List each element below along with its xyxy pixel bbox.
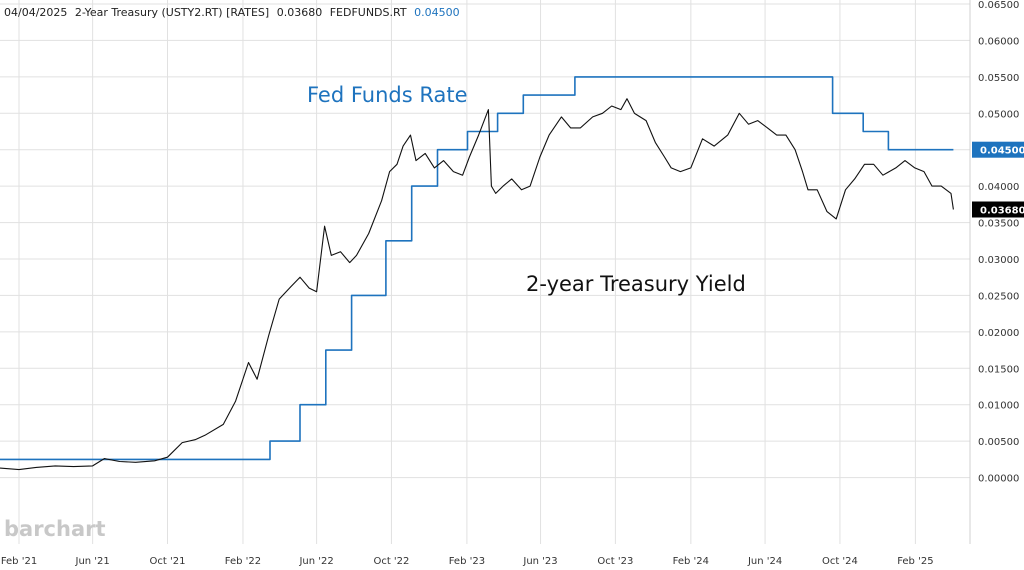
x-tick-label: Oct '23 xyxy=(597,556,633,567)
x-tick-label: Feb '22 xyxy=(225,556,261,567)
x-tick-label: Feb '25 xyxy=(897,556,933,567)
x-tick-label: Jun '22 xyxy=(298,556,333,567)
y-tick-label: 0.03500 xyxy=(978,219,1019,230)
header-line: 04/04/2025 2-Year Treasury (USTY2.RT) [R… xyxy=(4,6,460,19)
x-tick-label: Feb '23 xyxy=(449,556,485,567)
y-tick-label: 0.01500 xyxy=(978,364,1019,375)
y-tick-label: 0.04000 xyxy=(978,182,1019,193)
y-axis: 0.065000.060000.055000.050000.045000.040… xyxy=(978,0,1019,485)
x-tick-label: Oct '21 xyxy=(150,556,186,567)
watermark-layer: barchart xyxy=(4,517,106,541)
x-tick-label: Jun '21 xyxy=(75,556,110,567)
x-tick-label: Feb '24 xyxy=(673,556,709,567)
treasury-yield-line xyxy=(0,98,954,471)
fed-funds-line xyxy=(0,76,954,461)
y-tick-label: 0.00000 xyxy=(978,474,1019,485)
series-layer xyxy=(0,76,954,471)
header-date: 04/04/2025 xyxy=(4,6,67,19)
y-tick-label: 0.05500 xyxy=(978,73,1019,84)
x-tick-label: Jun '23 xyxy=(522,556,557,567)
y-tick-label: 0.06500 xyxy=(978,0,1019,11)
y-tick-label: 0.02500 xyxy=(978,291,1019,302)
treasury-price-badge: 0.03680 xyxy=(972,201,1024,218)
fed-funds-annotation: Fed Funds Rate xyxy=(307,83,468,107)
header: 04/04/2025 2-Year Treasury (USTY2.RT) [R… xyxy=(4,6,460,19)
x-tick-label: Feb '21 xyxy=(1,556,37,567)
header-symbol2-value: 0.04500 xyxy=(414,6,460,19)
y-tick-label: 0.03000 xyxy=(978,255,1019,266)
watermark-text: barchart xyxy=(4,517,106,541)
treasury-annotation: 2-year Treasury Yield xyxy=(526,272,746,296)
fed-price-badge: 0.04500 xyxy=(972,141,1024,158)
x-tick-label: Jun '24 xyxy=(747,556,782,567)
header-symbol1-label: 2-Year Treasury (USTY2.RT) [RATES] xyxy=(75,6,269,19)
y-tick-label: 0.02000 xyxy=(978,328,1019,339)
fed-price-badge-text: 0.04500 xyxy=(980,146,1024,157)
fed-price-badge-bg xyxy=(972,141,1024,158)
x-tick-label: Oct '22 xyxy=(373,556,409,567)
y-tick-label: 0.06000 xyxy=(978,36,1019,47)
x-axis: Feb '21 Jun '21 Oct '21 Feb '22 Jun '22 Oct '… xyxy=(1,556,934,567)
y-tick-label: 0.00500 xyxy=(978,437,1019,448)
annotations: Fed Funds Rate 2-year Treasury Yield xyxy=(307,83,746,296)
grid xyxy=(0,0,971,544)
y-tick-label: 0.05000 xyxy=(978,109,1019,120)
header-symbol2-label: FEDFUNDS.RT xyxy=(330,6,407,19)
header-symbol1-value: 0.03680 xyxy=(277,6,323,19)
treasury-price-badge-bg xyxy=(972,201,1024,218)
y-tick-label: 0.01000 xyxy=(978,401,1019,412)
treasury-price-badge-text: 0.03680 xyxy=(980,206,1024,217)
price-badges: 0.04500 0.03680 xyxy=(972,141,1024,218)
x-tick-label: Oct '24 xyxy=(822,556,858,567)
